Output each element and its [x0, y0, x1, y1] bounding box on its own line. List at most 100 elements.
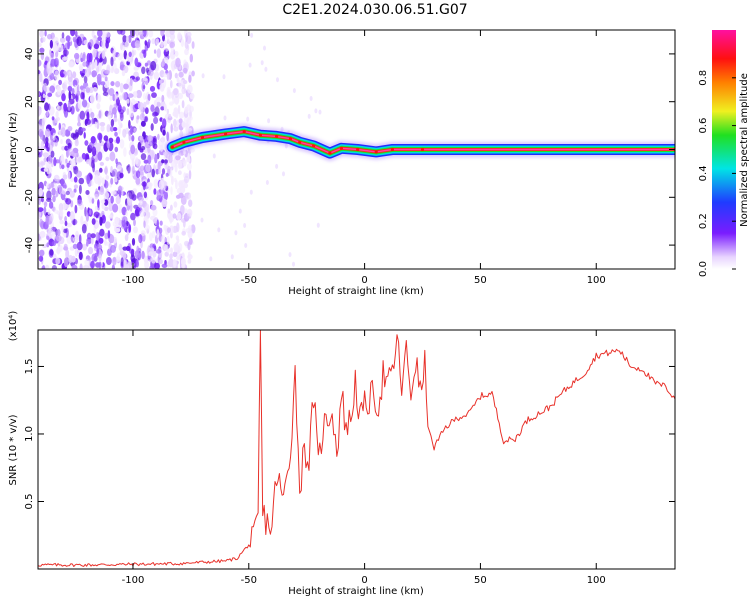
- noise-blob: [75, 95, 78, 101]
- noise-blob: [161, 94, 165, 103]
- noise-blob: [38, 187, 43, 197]
- noise-blob: [55, 257, 61, 265]
- colorbar-label: Normalized spectral amplitude: [739, 73, 750, 227]
- noise-blob: [67, 171, 71, 180]
- noise-blob: [90, 236, 94, 245]
- noise-blob: [108, 214, 113, 219]
- noise-blob: [99, 167, 103, 173]
- noise-blob: [164, 251, 169, 257]
- noise-blob: [104, 199, 109, 206]
- noise-blob: [184, 106, 189, 115]
- noise-blob: [100, 199, 106, 204]
- noise-blob: [78, 251, 83, 261]
- noise-blob: [137, 102, 144, 110]
- noise-blob: [155, 168, 160, 175]
- noise-blob: [139, 135, 144, 141]
- noise-blob: [234, 230, 238, 236]
- noise-blob: [51, 187, 56, 196]
- noise-blob: [160, 41, 164, 48]
- noise-blob: [177, 159, 182, 170]
- noise-blob: [95, 231, 99, 242]
- noise-blob: [156, 101, 161, 108]
- noise-blob: [114, 228, 121, 233]
- noise-blob: [86, 232, 92, 240]
- ridge-point: [242, 130, 246, 134]
- noise-blob: [111, 168, 118, 177]
- noise-blob: [54, 70, 59, 81]
- noise-blob: [100, 185, 104, 193]
- noise-blob: [188, 193, 192, 200]
- noise-blob: [174, 95, 180, 105]
- noise-blob: [161, 168, 166, 175]
- noise-blob: [149, 232, 153, 242]
- noise-blob: [134, 250, 140, 259]
- noise-blob: [148, 181, 151, 187]
- y-tick-label: -20: [24, 189, 35, 205]
- noise-blob: [134, 40, 141, 48]
- noise-blob: [81, 127, 86, 132]
- noise-blob: [81, 152, 86, 160]
- noise-blob: [77, 121, 81, 127]
- noise-blob: [42, 93, 46, 99]
- noise-blob: [318, 109, 322, 115]
- noise-blob: [86, 240, 89, 247]
- noise-blob: [187, 127, 193, 132]
- noise-blob: [149, 264, 155, 269]
- noise-blob: [178, 111, 185, 119]
- noise-blob: [267, 118, 271, 124]
- noise-blob: [230, 254, 234, 260]
- noise-blob: [131, 238, 136, 246]
- noise-blob: [91, 146, 97, 157]
- noise-blob: [176, 212, 182, 221]
- noise-blob: [85, 212, 89, 222]
- noise-blob: [117, 164, 122, 172]
- noise-blob: [162, 129, 166, 136]
- noise-blob: [61, 225, 64, 233]
- noise-blob: [74, 138, 79, 147]
- noise-blob: [115, 158, 118, 165]
- noise-blob: [164, 190, 168, 201]
- noise-blob: [76, 199, 83, 206]
- noise-blob: [182, 79, 188, 85]
- noise-blob: [46, 110, 49, 117]
- noise-blob: [134, 57, 139, 67]
- noise-blob: [109, 125, 114, 132]
- noise-blob: [143, 191, 148, 199]
- ridge-point: [390, 147, 394, 152]
- noise-blob: [122, 246, 128, 251]
- noise-blob: [49, 249, 54, 256]
- noise-blob: [96, 73, 102, 82]
- noise-blob: [46, 242, 50, 248]
- noise-blob: [97, 36, 102, 41]
- noise-blob: [79, 65, 84, 72]
- noise-blob: [58, 202, 64, 212]
- noise-blob: [81, 223, 87, 234]
- noise-blob: [139, 112, 145, 121]
- noise-blob: [83, 132, 86, 139]
- noise-blob: [38, 70, 41, 75]
- noise-blob: [260, 60, 264, 66]
- noise-blob: [151, 168, 155, 178]
- noise-blob: [105, 221, 111, 229]
- noise-blob: [182, 121, 185, 129]
- snr-y-multiplier: (x10⁴): [8, 311, 19, 342]
- noise-blob: [164, 159, 168, 164]
- noise-blob: [91, 30, 95, 38]
- noise-blob: [99, 122, 106, 127]
- spectrogram-noise-cloud: [38, 30, 322, 269]
- colorbar: 0.0 0.2 0.4 0.6 0.8 Normalized spectral ampl…: [698, 30, 750, 277]
- ridge-point: [356, 147, 360, 152]
- noise-blob: [155, 38, 160, 45]
- noise-blob: [67, 142, 72, 149]
- noise-blob: [39, 218, 44, 228]
- noise-blob: [87, 246, 94, 255]
- noise-blob: [63, 228, 68, 234]
- noise-blob: [288, 252, 292, 258]
- noise-blob: [119, 250, 125, 256]
- noise-blob: [104, 232, 109, 240]
- noise-blob: [120, 42, 123, 51]
- noise-blob: [307, 113, 311, 119]
- noise-blob: [94, 121, 98, 128]
- noise-blob: [168, 113, 172, 119]
- noise-blob: [41, 197, 44, 203]
